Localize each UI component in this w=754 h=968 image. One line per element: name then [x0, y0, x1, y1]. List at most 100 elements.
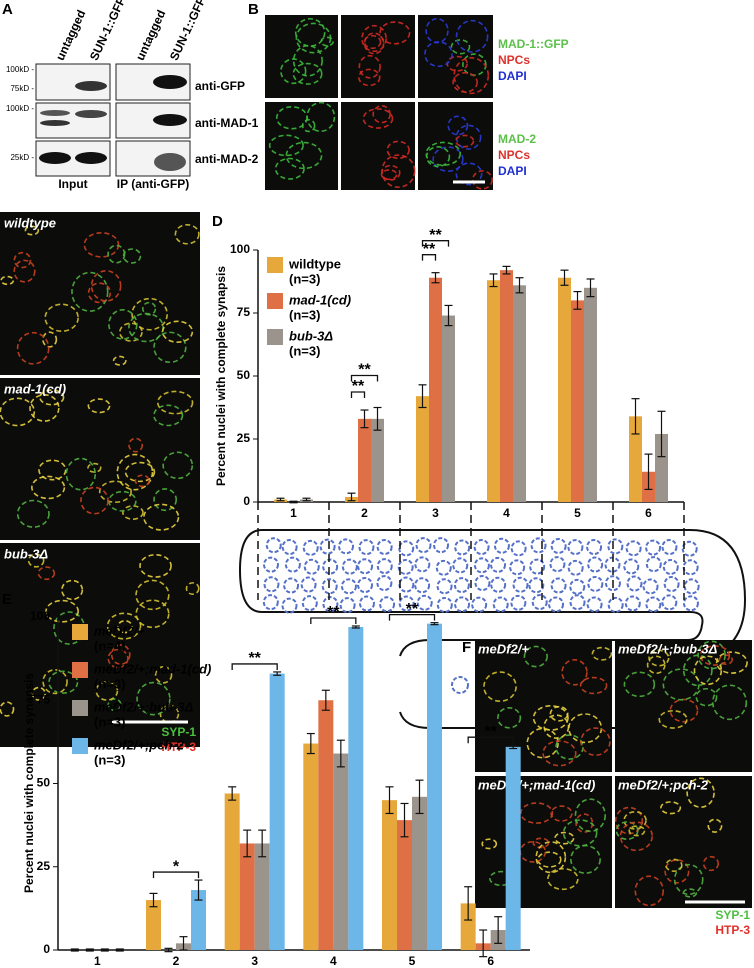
micrograph-texture — [161, 320, 194, 344]
nucleus — [569, 578, 586, 595]
micrograph-texture — [686, 777, 715, 808]
nucleus — [625, 540, 642, 557]
micrograph-texture — [358, 54, 381, 79]
micrograph-texture — [379, 21, 411, 45]
significance-label: ** — [248, 650, 261, 667]
nucleus — [357, 558, 374, 575]
micrograph-texture — [562, 819, 598, 847]
nucleus — [414, 556, 431, 573]
nucleus — [341, 558, 358, 575]
significance-label: ** — [484, 723, 497, 740]
significance-label: ** — [352, 378, 365, 395]
nucleus — [303, 558, 320, 575]
micrograph-texture — [61, 579, 84, 601]
nucleus — [493, 537, 510, 554]
error-bar — [373, 406, 382, 431]
image-label: bub-3Δ — [4, 546, 48, 561]
micrograph-texture — [122, 505, 144, 520]
significance-bracket — [421, 240, 450, 247]
y-tick-label: 25 — [237, 431, 251, 445]
error-bar — [164, 947, 173, 953]
nucleus — [626, 575, 643, 592]
micrograph-texture — [682, 654, 713, 687]
micrograph-texture — [646, 655, 666, 675]
micrograph-texture — [372, 105, 391, 124]
micrograph-texture — [31, 686, 46, 701]
micrograph-texture — [24, 225, 40, 236]
nucleus — [645, 539, 662, 556]
micrograph-texture — [574, 798, 606, 833]
error-bar — [494, 916, 503, 944]
micrograph-texture — [447, 115, 469, 136]
micrograph-texture — [424, 41, 453, 68]
micrograph-texture — [31, 475, 66, 500]
bar — [239, 843, 255, 950]
micrograph-texture — [695, 687, 718, 707]
nucleus — [587, 575, 604, 592]
error-bar — [489, 273, 498, 288]
micrograph-texture — [39, 389, 65, 406]
nucleus — [283, 577, 300, 594]
bar — [558, 277, 571, 502]
nucleus — [550, 537, 567, 554]
micrograph-texture — [110, 644, 131, 666]
micrograph-texture — [134, 474, 150, 488]
bar — [513, 285, 526, 502]
micrograph-texture — [699, 645, 731, 666]
bar — [427, 623, 442, 950]
nucleus — [322, 596, 339, 613]
x-tick-label: 4 — [503, 506, 510, 520]
legend-label: meDf2/+;pch-2 — [94, 737, 185, 752]
error-bar — [273, 671, 282, 676]
nucleus — [262, 556, 279, 573]
nucleus — [645, 596, 662, 613]
stain-label: MAD-1::GFP — [498, 37, 569, 51]
significance-bracket — [350, 374, 379, 382]
bar — [655, 433, 668, 502]
micrograph-texture — [380, 169, 398, 181]
panel-letter: D — [212, 213, 223, 230]
micrograph-texture — [135, 599, 170, 629]
micrograph-texture — [523, 645, 548, 668]
error-bar — [179, 936, 188, 951]
micrograph-texture — [119, 322, 143, 342]
micrograph-texture — [80, 486, 109, 515]
nucleus — [454, 596, 471, 613]
nucleus — [398, 595, 415, 612]
micrograph — [475, 776, 612, 908]
nucleus — [662, 558, 679, 575]
error-bar — [100, 948, 109, 952]
micrograph-texture — [44, 303, 79, 333]
bar — [429, 277, 442, 502]
error-bar — [586, 278, 595, 298]
y-tick-label: 0 — [243, 494, 250, 508]
x-tick-label: 6 — [645, 506, 652, 520]
nucleus — [510, 540, 527, 557]
image-label: wildtype — [4, 215, 56, 230]
error-bar — [302, 497, 311, 502]
nucleus — [490, 576, 507, 593]
micrograph-texture — [362, 108, 394, 129]
error-bar — [415, 779, 424, 815]
error-bar — [289, 500, 298, 504]
micrograph-texture — [38, 459, 67, 481]
nucleus — [550, 577, 567, 594]
significance-label: * — [173, 858, 180, 875]
nucleus — [302, 539, 319, 556]
bar — [416, 396, 429, 502]
micrograph-texture — [580, 727, 611, 757]
micrograph-texture — [306, 101, 336, 133]
error-bar — [243, 829, 252, 858]
nucleus — [433, 537, 450, 554]
legend-note: (n=3) — [94, 714, 125, 729]
nucleus — [661, 539, 678, 556]
micrograph-texture — [662, 668, 700, 701]
micrograph-texture — [153, 404, 184, 427]
x-tick-label: 1 — [94, 954, 101, 968]
micrograph-texture — [295, 22, 332, 54]
nucleus — [586, 539, 603, 556]
micrograph-texture — [455, 134, 475, 148]
nucleus — [281, 597, 298, 614]
bar — [500, 270, 513, 502]
